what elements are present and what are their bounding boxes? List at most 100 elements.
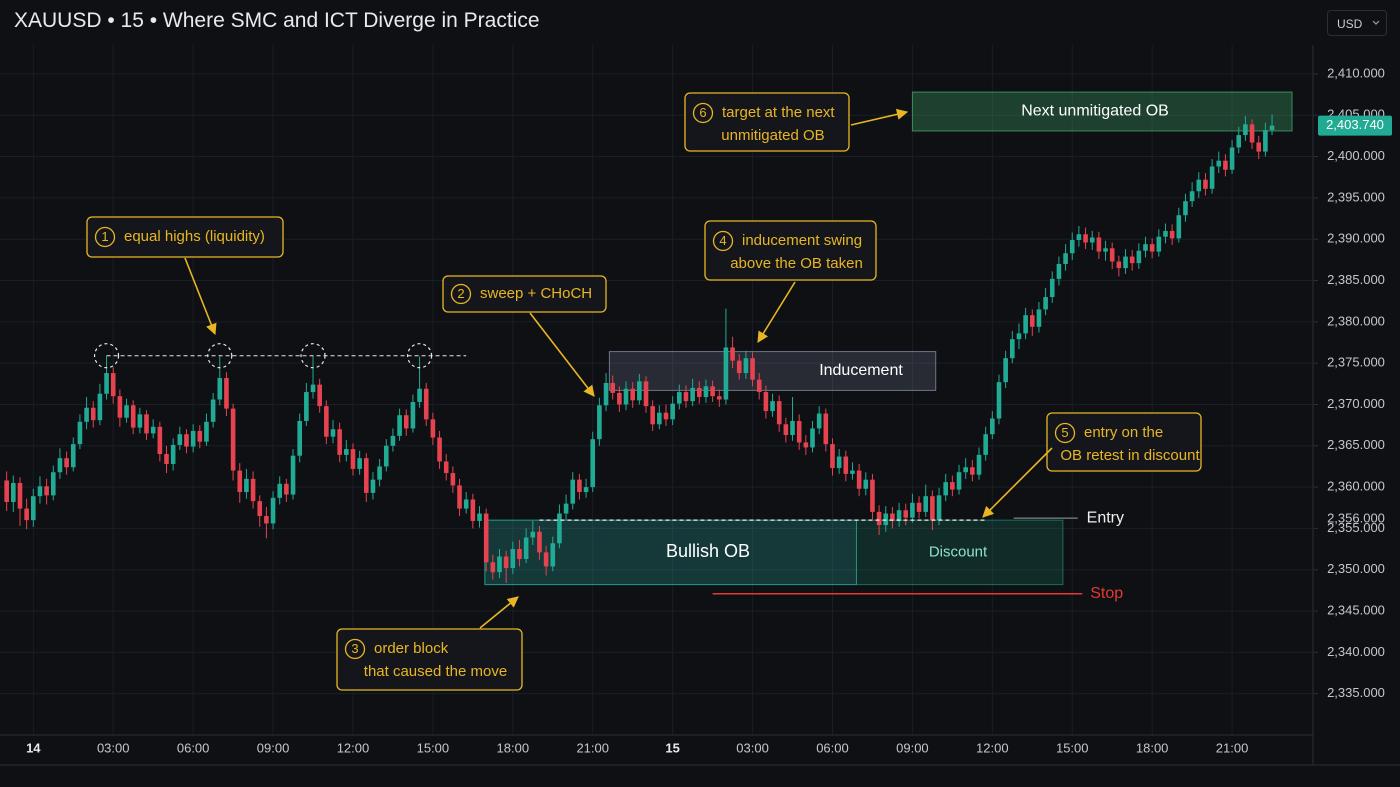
candle-body: [1103, 248, 1108, 252]
callout-text: sweep + CHoCH: [480, 285, 592, 302]
callout-text: above the OB taken: [730, 255, 863, 272]
zone: [855, 519, 1064, 586]
candle-body: [144, 414, 149, 434]
entry-label: Entry: [1087, 509, 1124, 526]
candle-body: [1036, 309, 1042, 327]
candle-body: [204, 421, 209, 442]
candle-body: [696, 387, 702, 398]
candle-body: [876, 511, 882, 526]
candle-body: [324, 406, 329, 437]
candle-body: [870, 479, 875, 512]
candle-body: [317, 384, 322, 407]
candle-body: [823, 413, 829, 445]
x-tick-label: 12:00: [337, 740, 370, 755]
candle-body: [1269, 125, 1275, 131]
candle-body: [677, 392, 682, 404]
callout-text: target at the next: [722, 104, 835, 121]
candle-body: [84, 407, 89, 422]
candle-body: [470, 499, 476, 521]
candle-body: [4, 480, 9, 502]
x-tick-label: 15:00: [417, 740, 450, 755]
y-tick-label: 2,410.000: [1327, 65, 1385, 80]
callout-number-badge: [94, 226, 116, 248]
x-tick-label: 15: [665, 740, 679, 755]
candle-body: [397, 415, 402, 436]
candle-body: [430, 419, 436, 438]
candle-body: [190, 430, 196, 447]
y-tick-label: 2,380.000: [1327, 313, 1385, 328]
equal-high-marker: [406, 343, 433, 369]
candle-body: [197, 430, 203, 442]
candle-body: [284, 483, 289, 495]
candle-body: [956, 472, 962, 490]
callout-arrow: [479, 596, 519, 629]
candle-body: [244, 478, 249, 493]
candle-body: [117, 396, 123, 418]
candle-body: [1236, 135, 1242, 148]
candle-body: [257, 501, 263, 517]
candle-body: [437, 437, 442, 462]
x-tick-label: 06:00: [816, 740, 849, 755]
callout: 1 equal highs (liquidity): [86, 216, 284, 336]
candle-body: [390, 435, 396, 446]
candle-body: [770, 401, 775, 412]
candle-body: [703, 386, 709, 398]
candle-body: [1176, 215, 1182, 239]
candle-body: [150, 426, 156, 434]
candle-body: [963, 467, 968, 473]
candle-body: [137, 414, 143, 428]
candle-body: [650, 406, 655, 425]
candle-body: [796, 420, 802, 443]
candle-body: [403, 415, 409, 429]
candle-body: [1149, 244, 1155, 252]
currency-label: USD: [1337, 17, 1363, 31]
candle-body: [497, 556, 502, 573]
y-tick-label: 2,360.000: [1327, 479, 1385, 494]
candle-body: [1056, 263, 1062, 279]
candle-body: [517, 549, 522, 559]
x-tick-label: 03:00: [736, 740, 769, 755]
candle-body: [723, 347, 729, 400]
candle-body: [936, 495, 942, 521]
candle-body: [716, 396, 722, 400]
candle-body: [690, 387, 695, 402]
candle-body: [990, 418, 995, 435]
plot-area: [4, 91, 1293, 595]
equal-high-marker: [300, 343, 326, 369]
callout-text: order block: [374, 640, 449, 657]
candle-body: [11, 482, 16, 502]
candle-body: [803, 442, 809, 448]
candle-body: [363, 458, 369, 493]
candle-body: [610, 382, 616, 393]
candle-body: [1229, 147, 1235, 170]
callout: 2 sweep + CHoCH: [442, 275, 607, 397]
callout-text: that caused the move: [364, 663, 507, 680]
callout-box: [684, 92, 850, 152]
candle-body: [623, 388, 629, 405]
x-tick-label: 21:00: [576, 740, 609, 755]
y-tick-label: 2,345.000: [1327, 602, 1385, 617]
candle-body: [164, 454, 169, 464]
candle-body: [563, 503, 569, 514]
zone: [911, 91, 1293, 132]
candle-body: [184, 434, 189, 447]
candle-body: [57, 458, 63, 473]
candle-body: [64, 458, 69, 468]
candle-body: [930, 496, 935, 521]
candle-body: [1189, 191, 1195, 202]
candle-body: [836, 456, 842, 469]
currency-select[interactable]: USD: [1327, 10, 1387, 36]
candle-body: [750, 358, 755, 380]
candle-body: [1156, 236, 1162, 252]
callout-number-badge: [692, 102, 714, 124]
callout-arrow: [757, 281, 796, 343]
candle-body: [304, 392, 309, 421]
last-price-tag: [1318, 115, 1392, 136]
callout-arrow: [529, 312, 595, 397]
candle-body: [377, 466, 382, 480]
candle-body: [830, 444, 835, 469]
candle-body: [683, 392, 689, 402]
y-tick-label: 2,365.000: [1327, 437, 1385, 452]
candle-body: [50, 472, 56, 496]
candle-body: [124, 405, 129, 418]
